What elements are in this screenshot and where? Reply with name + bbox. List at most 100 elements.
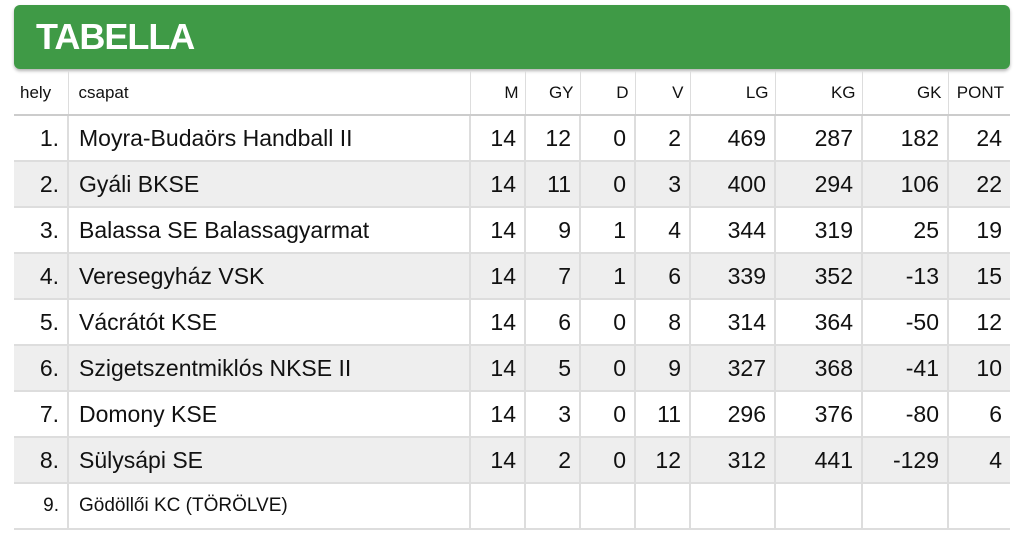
table-cell: 15	[947, 253, 1010, 300]
title: TABELLA	[36, 16, 195, 57]
table-cell: 1	[579, 253, 635, 300]
table-cell: 5	[524, 345, 580, 392]
table-cell: Domony KSE	[67, 391, 470, 438]
table-cell: Sülysápi SE	[67, 437, 470, 484]
table-cell: 14	[469, 299, 525, 346]
table-cell: 9	[524, 207, 580, 254]
column-header: hely	[14, 71, 68, 116]
table-cell: 14	[469, 391, 525, 438]
table-cell	[947, 483, 1010, 530]
column-header: M	[469, 71, 525, 116]
table-cell: 0	[579, 437, 635, 484]
table-row: 7. Domony KSE 14 3 0 11 296 376 -80 6	[14, 391, 1010, 438]
table-cell: 2	[634, 115, 690, 162]
table-cell: 339	[689, 253, 775, 300]
table-cell: 0	[579, 115, 635, 162]
table-cell: Vácrátót KSE	[67, 299, 470, 346]
table-cell: 6	[524, 299, 580, 346]
table-cell	[861, 483, 948, 530]
table-row: 5. Vácrátót KSE 14 6 0 8 314 364 -50 12	[14, 299, 1010, 346]
table-cell	[774, 483, 862, 530]
header-row: hely csapat M GY D V LG KG GK PONT	[14, 71, 1010, 116]
table-cell: 327	[689, 345, 775, 392]
column-header: KG	[774, 71, 862, 116]
table-cell: 6	[947, 391, 1010, 438]
table-cell: 400	[689, 161, 775, 208]
table-cell: 312	[689, 437, 775, 484]
table-cell: 4	[634, 207, 690, 254]
table-row: 9. Gödöllői KC (TÖRÖLVE)	[14, 483, 1010, 530]
column-header: D	[579, 71, 635, 116]
table-cell: Szigetszentmiklós NKSE II	[67, 345, 470, 392]
table-row: 1. Moyra-Budaörs Handball II 14 12 0 2 469 287 1…	[14, 115, 1010, 162]
table-cell: 14	[469, 115, 525, 162]
table-cell: 12	[947, 299, 1010, 346]
table-cell	[469, 483, 525, 530]
table-cell: 182	[861, 115, 948, 162]
table-cell: 106	[861, 161, 948, 208]
table-cell: 7	[524, 253, 580, 300]
table-cell: 4.	[14, 253, 68, 300]
table-row: 3. Balassa SE Balassagyarmat 14 9 1 4 344 319 25…	[14, 207, 1010, 254]
table-cell: 14	[469, 161, 525, 208]
table-cell: -80	[861, 391, 948, 438]
table-cell: 1	[579, 207, 635, 254]
column-header: PONT	[947, 71, 1010, 116]
table-cell: 24	[947, 115, 1010, 162]
table-cell: 352	[774, 253, 862, 300]
table-cell	[579, 483, 635, 530]
table-cell: 12	[524, 115, 580, 162]
table-cell: Veresegyház VSK	[67, 253, 470, 300]
table-cell: 3	[634, 161, 690, 208]
table-cell: -13	[861, 253, 948, 300]
table-cell: 364	[774, 299, 862, 346]
column-header: GY	[524, 71, 580, 116]
table-cell: 11	[634, 391, 690, 438]
table-cell: 12	[634, 437, 690, 484]
standings: TABELLA hely csapat M GY D V LG KG GK PONT 1. Moyr…	[14, 5, 1010, 530]
table-cell: Gödöllői KC (TÖRÖLVE)	[67, 483, 470, 530]
table-cell: 314	[689, 299, 775, 346]
table-cell: 19	[947, 207, 1010, 254]
table-cell: 10	[947, 345, 1010, 392]
table-cell: -129	[861, 437, 948, 484]
table-row: 8. Sülysápi SE 14 2 0 12 312 441 -129 4	[14, 437, 1010, 484]
table-cell: 441	[774, 437, 862, 484]
table-cell: 2	[524, 437, 580, 484]
table-row: 6. Szigetszentmiklós NKSE II 14 5 0 9 327 368 -4…	[14, 345, 1010, 392]
column-header: V	[634, 71, 690, 116]
table-cell: 9.	[14, 483, 68, 530]
table-cell: 294	[774, 161, 862, 208]
table-cell: 5.	[14, 299, 68, 346]
table-cell: -50	[861, 299, 948, 346]
table-cell: 9	[634, 345, 690, 392]
table-cell: 287	[774, 115, 862, 162]
table-cell: 1.	[14, 115, 68, 162]
table-cell: 6	[634, 253, 690, 300]
table-cell: 296	[689, 391, 775, 438]
table-cell: 319	[774, 207, 862, 254]
table-cell: 344	[689, 207, 775, 254]
table-cell: 376	[774, 391, 862, 438]
table-cell: 22	[947, 161, 1010, 208]
table-cell: 8	[634, 299, 690, 346]
table-cell: 0	[579, 391, 635, 438]
table-cell: 4	[947, 437, 1010, 484]
title-bar: TABELLA	[14, 5, 1010, 69]
table-cell: 11	[524, 161, 580, 208]
table-cell: 2.	[14, 161, 68, 208]
table-row: 2. Gyáli BKSE 14 11 0 3 400 294 106 22	[14, 161, 1010, 208]
table-cell: 469	[689, 115, 775, 162]
table-row: 4. Veresegyház VSK 14 7 1 6 339 352 -13 15	[14, 253, 1010, 300]
table-cell: 14	[469, 437, 525, 484]
table-cell: 8.	[14, 437, 68, 484]
column-header: GK	[861, 71, 948, 116]
table-cell	[524, 483, 580, 530]
table-cell: 0	[579, 345, 635, 392]
table-cell: 7.	[14, 391, 68, 438]
table-cell: 0	[579, 299, 635, 346]
table-cell: 14	[469, 253, 525, 300]
table-cell: Balassa SE Balassagyarmat	[67, 207, 470, 254]
standings-table: hely csapat M GY D V LG KG GK PONT 1. Moyra-Budaör…	[14, 71, 1010, 530]
